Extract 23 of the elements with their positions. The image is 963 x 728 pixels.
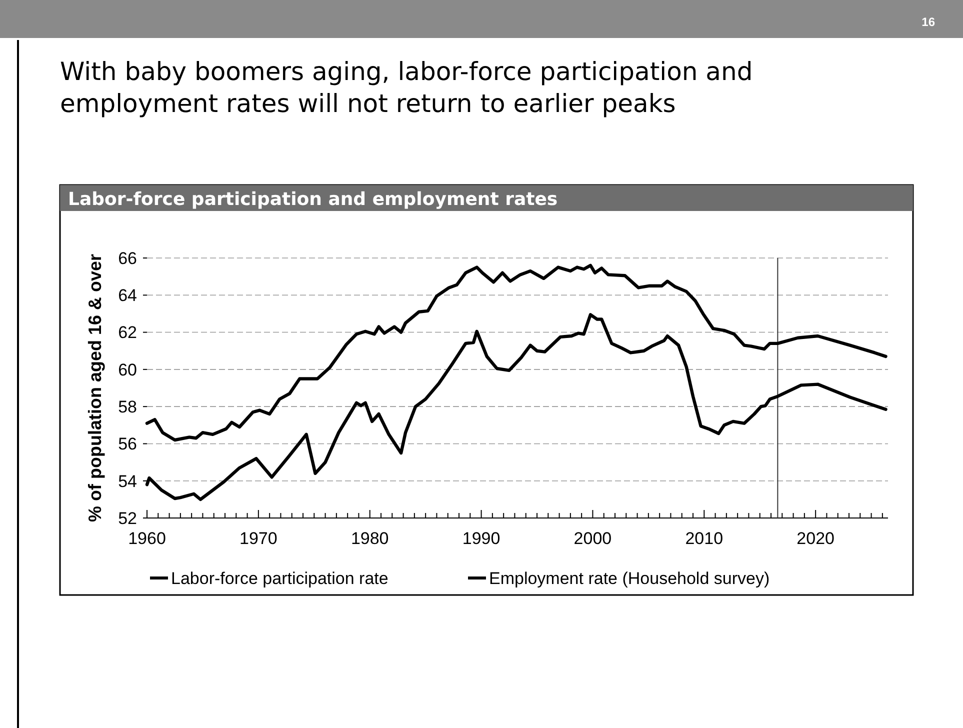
y-tick-label: 62 xyxy=(118,323,137,342)
y-tick-label: 60 xyxy=(118,360,137,380)
y-tick-label: 66 xyxy=(118,248,137,268)
y-tick-label: 56 xyxy=(118,434,137,454)
y-tick-label: 64 xyxy=(118,286,137,306)
y-tick-label: 52 xyxy=(118,508,137,528)
x-tick-label: 2000 xyxy=(574,529,612,548)
chart-subtitle: Labor-force participation and employment rates xyxy=(68,189,558,210)
text: 16 xyxy=(922,15,936,29)
chart-title: With baby boomers aging, labor-force participation and employment rates will not return to earlier peaks xyxy=(60,57,753,118)
legend-label: Labor-force participation rate xyxy=(171,568,388,588)
y-axis-title: % of population aged 16 & over xyxy=(85,254,105,522)
x-tick-label: 2020 xyxy=(796,529,834,548)
line-series xyxy=(145,313,888,502)
y-tick-label: 54 xyxy=(118,472,137,491)
x-tick-label: 1980 xyxy=(350,529,389,548)
legend-label: Employment rate (Household survey) xyxy=(489,568,770,588)
x-tick-label: 1960 xyxy=(128,529,166,548)
x-tick-label: 2010 xyxy=(685,529,724,548)
x-tick-label: 1990 xyxy=(462,529,500,548)
line-series xyxy=(145,264,888,442)
x-tick-label: 1970 xyxy=(240,529,278,548)
y-tick-label: 58 xyxy=(118,398,137,417)
